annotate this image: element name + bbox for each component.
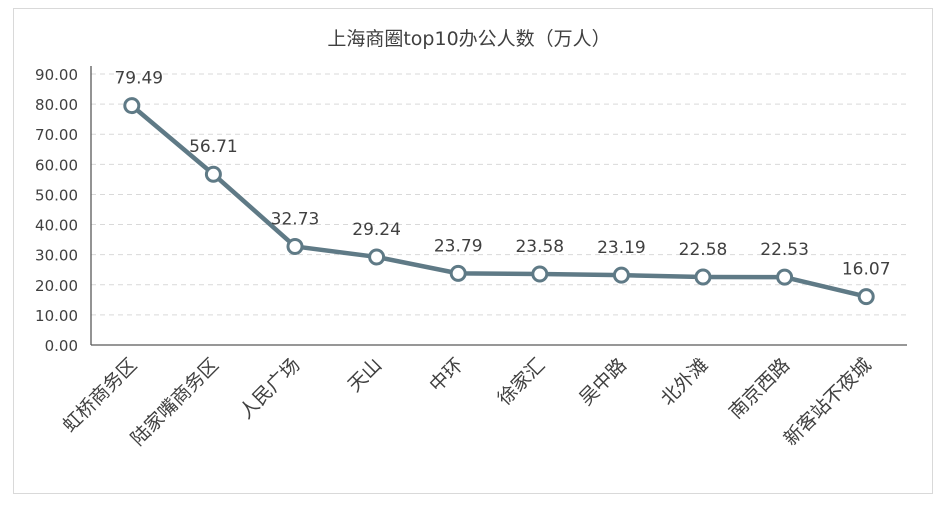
y-tick-label: 10.00 xyxy=(35,307,78,325)
data-label: 16.07 xyxy=(842,260,891,280)
y-tick-label: 80.00 xyxy=(35,96,78,114)
data-label: 56.71 xyxy=(189,137,238,157)
series-line xyxy=(123,97,875,306)
x-tick-label: 虹桥商务区 xyxy=(59,354,142,437)
data-label: 32.73 xyxy=(271,209,320,229)
x-tick-label: 新客站不夜城 xyxy=(780,354,876,450)
data-point xyxy=(368,248,386,266)
x-tick-label: 人民广场 xyxy=(235,354,304,423)
y-tick-label: 70.00 xyxy=(35,126,78,144)
x-tick-label: 吴中路 xyxy=(575,354,631,410)
chart-frame xyxy=(13,8,933,494)
data-point xyxy=(612,266,630,284)
data-point xyxy=(694,268,712,286)
y-axis: 0.00 10.00 20.00 30.00 40.00 50.00 60.00 70.00 8… xyxy=(35,66,92,355)
y-tick-label: 30.00 xyxy=(35,247,78,265)
data-point xyxy=(123,97,141,115)
data-labels: 79.49 56.71 32.73 29.24 23.79 23.58 23.19 22.58… xyxy=(114,69,890,280)
data-label: 23.79 xyxy=(434,236,483,256)
data-label: 29.24 xyxy=(352,220,401,240)
data-point xyxy=(204,165,222,183)
data-label: 22.53 xyxy=(760,240,809,260)
y-tick-label: 50.00 xyxy=(35,186,78,204)
grid-lines xyxy=(91,73,907,316)
data-label: 23.19 xyxy=(597,238,646,258)
data-label: 79.49 xyxy=(114,69,163,89)
series-polyline xyxy=(129,103,869,299)
data-label: 23.58 xyxy=(515,237,564,257)
x-tick-label: 天山 xyxy=(344,354,386,396)
data-point xyxy=(857,288,875,306)
y-tick-label: 20.00 xyxy=(35,277,78,295)
x-tick-label: 陆家嘴商务区 xyxy=(127,354,223,450)
y-tick-label: 0.00 xyxy=(45,337,78,355)
chart-title: 上海商圈top10办公人数（万人） xyxy=(327,28,610,50)
y-tick-label: 90.00 xyxy=(35,66,78,84)
data-point xyxy=(449,264,467,282)
data-point xyxy=(286,237,304,255)
y-tick-label: 40.00 xyxy=(35,217,78,235)
data-label: 22.58 xyxy=(679,240,728,260)
data-point xyxy=(776,268,794,286)
data-point xyxy=(531,265,549,283)
x-tick-label: 北外滩 xyxy=(657,354,713,410)
y-tick-label: 60.00 xyxy=(35,156,78,174)
x-tick-label: 南京西路 xyxy=(725,354,794,423)
x-tick-label: 徐家汇 xyxy=(493,354,549,410)
x-tick-label: 中环 xyxy=(425,354,467,396)
